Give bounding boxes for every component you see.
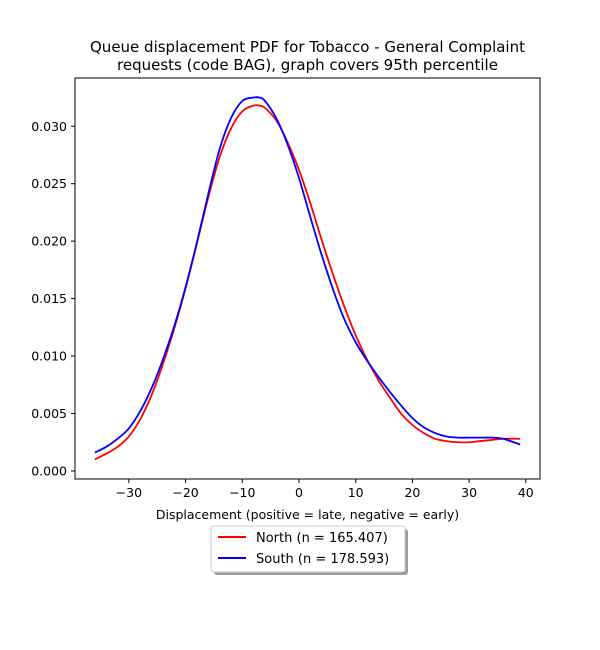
chart-title-line-2: requests (code BAG), graph covers 95th p… bbox=[117, 56, 498, 74]
x-tick-label: 30 bbox=[461, 485, 477, 500]
x-tick-label: 20 bbox=[404, 485, 420, 500]
y-axis: 0.000 0.005 0.010 0.015 0.020 0.025 0.030 bbox=[31, 119, 75, 478]
legend-label-north: North (n = 165.407) bbox=[256, 531, 388, 546]
legend-label-south: South (n = 178.593) bbox=[256, 552, 389, 567]
x-tick-label: 0 bbox=[295, 485, 303, 500]
x-tick-label: −20 bbox=[172, 485, 198, 500]
y-tick-label: 0.000 bbox=[31, 463, 67, 478]
y-tick-label: 0.010 bbox=[31, 349, 67, 364]
y-tick-label: 0.025 bbox=[31, 176, 67, 191]
x-tick-label: 40 bbox=[518, 485, 534, 500]
x-axis: −30 −20 −10 0 10 20 30 40 bbox=[116, 479, 534, 500]
x-tick-label: −30 bbox=[116, 485, 142, 500]
plot-lines bbox=[94, 96, 521, 461]
x-tick-label: −10 bbox=[229, 485, 255, 500]
legend: North (n = 165.407) South (n = 178.593) bbox=[210, 525, 408, 575]
plot-frame bbox=[74, 77, 541, 480]
series-line-south bbox=[94, 96, 521, 454]
x-tick-label: 10 bbox=[348, 485, 364, 500]
x-axis-label: Displacement (positive = late, negative … bbox=[156, 507, 459, 522]
legend-box bbox=[210, 525, 406, 573]
y-tick-label: 0.020 bbox=[31, 234, 67, 249]
y-tick-label: 0.005 bbox=[31, 406, 67, 421]
y-tick-label: 0.015 bbox=[31, 291, 67, 306]
y-tick-label: 0.030 bbox=[31, 119, 67, 134]
series-line-north bbox=[94, 104, 521, 461]
chart-title-line-1: Queue displacement PDF for Tobacco - Gen… bbox=[90, 38, 525, 56]
